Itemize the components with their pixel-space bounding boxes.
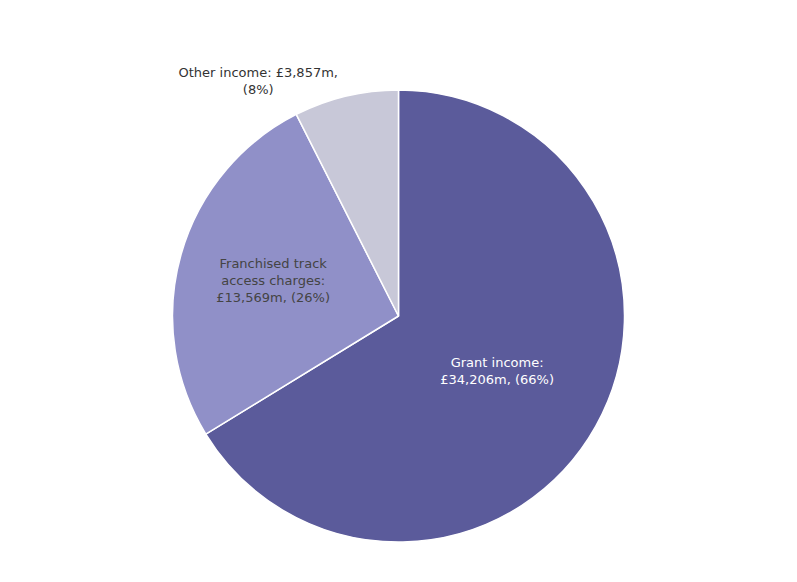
svg-text:Other income: £3,857m,(8%): Other income: £3,857m,(8%) bbox=[179, 65, 338, 97]
svg-text:Franchised trackaccess charges: Franchised trackaccess charges:£13,569m,… bbox=[216, 256, 330, 305]
svg-text:Grant income:£34,206m, (66%): Grant income:£34,206m, (66%) bbox=[440, 355, 554, 387]
